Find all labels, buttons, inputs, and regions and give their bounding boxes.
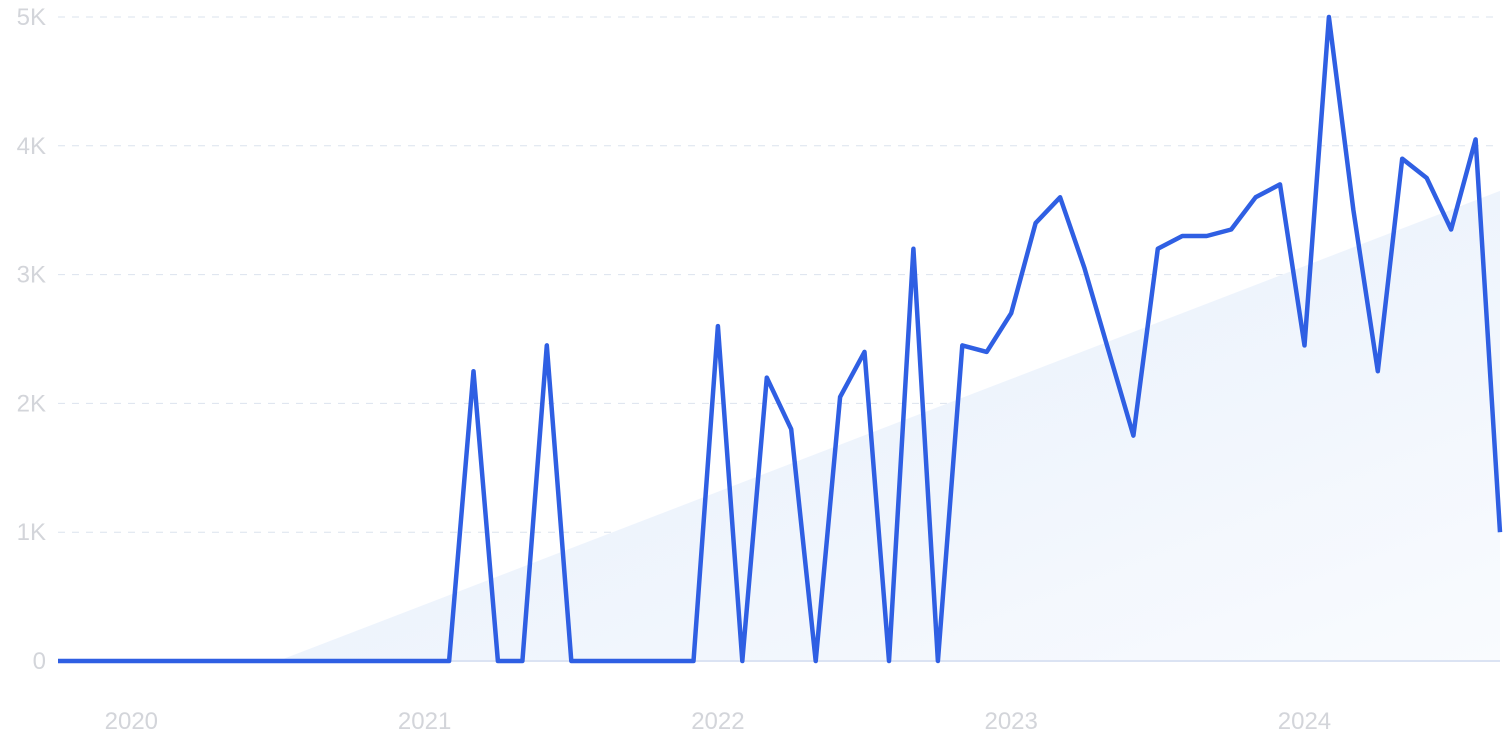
x-tick-label: 2020 [105, 708, 158, 735]
x-axis-ticks: 2020 2021 2022 2023 2024 [105, 708, 1332, 735]
x-tick-label: 2022 [691, 708, 744, 735]
trend-area-shape [277, 190, 1501, 661]
y-axis-ticks: 0 1K 2K 3K 4K 5K [17, 4, 46, 675]
y-tick-label: 1K [17, 519, 46, 546]
series-line [58, 14, 1503, 664]
x-tick-label: 2023 [984, 708, 1037, 735]
series-group [58, 14, 1503, 664]
y-tick-label: 4K [17, 133, 46, 160]
y-tick-label: 0 [33, 648, 46, 675]
y-tick-label: 3K [17, 262, 46, 289]
y-tick-label: 2K [17, 390, 46, 417]
y-tick-label: 5K [17, 4, 46, 31]
trend-area [277, 190, 1501, 661]
x-tick-label: 2021 [398, 708, 451, 735]
x-tick-label: 2024 [1278, 708, 1331, 735]
